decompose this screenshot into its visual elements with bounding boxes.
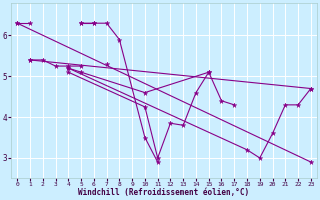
X-axis label: Windchill (Refroidissement éolien,°C): Windchill (Refroidissement éolien,°C): [78, 188, 250, 197]
